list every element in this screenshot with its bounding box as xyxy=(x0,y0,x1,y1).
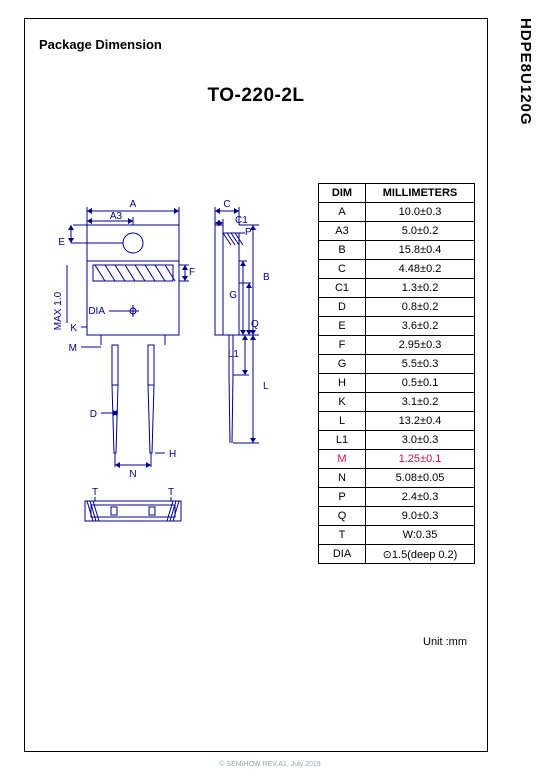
val-cell: 3.0±0.3 xyxy=(366,431,475,450)
svg-text:MAX 1.0: MAX 1.0 xyxy=(53,291,64,330)
svg-text:M: M xyxy=(69,343,77,354)
svg-text:DIA: DIA xyxy=(88,306,105,317)
dim-cell: A xyxy=(319,203,366,222)
table-row: N5.08±0.05 xyxy=(319,469,475,488)
page-frame: Package Dimension TO-220-2L DIAKMAA3EFMA… xyxy=(24,18,488,752)
svg-text:D: D xyxy=(90,409,97,420)
dim-cell: L1 xyxy=(319,431,366,450)
svg-text:H: H xyxy=(169,449,176,460)
table-row: D0.8±0.2 xyxy=(319,298,475,317)
table-row: G5.5±0.3 xyxy=(319,355,475,374)
svg-text:F: F xyxy=(189,267,195,278)
dim-cell: H xyxy=(319,374,366,393)
table-row: C11.3±0.2 xyxy=(319,279,475,298)
dim-cell: L xyxy=(319,412,366,431)
header-val: MILLIMETERS xyxy=(366,184,475,203)
package-diagram: DIAKMAA3EFMAX 1.0DNHCC1PBGQLL1TT xyxy=(39,189,321,569)
svg-text:A3: A3 xyxy=(110,211,123,222)
header-dim: DIM xyxy=(319,184,366,203)
svg-text:T: T xyxy=(92,487,98,498)
package-title: TO-220-2L xyxy=(25,85,487,107)
dim-cell: A3 xyxy=(319,222,366,241)
table-row: B15.8±0.4 xyxy=(319,241,475,260)
dimension-table: DIM MILLIMETERS A10.0±0.3A35.0±0.2B15.8±… xyxy=(318,183,475,564)
val-cell: 0.8±0.2 xyxy=(366,298,475,317)
val-cell: 5.0±0.2 xyxy=(366,222,475,241)
dim-cell: F xyxy=(319,336,366,355)
unit-label: Unit :mm xyxy=(423,636,467,648)
val-cell: 10.0±0.3 xyxy=(366,203,475,222)
svg-text:N: N xyxy=(129,469,136,480)
val-cell: 13.2±0.4 xyxy=(366,412,475,431)
val-cell: 1.3±0.2 xyxy=(366,279,475,298)
footer-text: © SEMIHOW REV.A1, July 2019 xyxy=(0,761,540,768)
val-cell: 5.5±0.3 xyxy=(366,355,475,374)
svg-text:T: T xyxy=(168,487,174,498)
table-row: F2.95±0.3 xyxy=(319,336,475,355)
table-row: L13.0±0.3 xyxy=(319,431,475,450)
val-cell: 2.4±0.3 xyxy=(366,488,475,507)
dim-cell: T xyxy=(319,526,366,545)
table-row: M1.25±0.1 xyxy=(319,450,475,469)
table-row: Q9.0±0.3 xyxy=(319,507,475,526)
dim-cell: K xyxy=(319,393,366,412)
dim-cell: G xyxy=(319,355,366,374)
val-cell: 3.1±0.2 xyxy=(366,393,475,412)
val-cell: ⊙1.5(deep 0.2) xyxy=(366,545,475,564)
dim-cell: B xyxy=(319,241,366,260)
dim-cell: C1 xyxy=(319,279,366,298)
val-cell: 15.8±0.4 xyxy=(366,241,475,260)
svg-text:L: L xyxy=(263,381,269,392)
dim-cell: M xyxy=(319,450,366,469)
table-row: DIA⊙1.5(deep 0.2) xyxy=(319,545,475,564)
svg-text:C1: C1 xyxy=(235,215,248,226)
val-cell: 5.08±0.05 xyxy=(366,469,475,488)
dim-cell: E xyxy=(319,317,366,336)
table-header-row: DIM MILLIMETERS xyxy=(319,184,475,203)
val-cell: 3.6±0.2 xyxy=(366,317,475,336)
val-cell: W:0.35 xyxy=(366,526,475,545)
svg-text:L1: L1 xyxy=(228,349,240,360)
table-row: H0.5±0.1 xyxy=(319,374,475,393)
val-cell: 9.0±0.3 xyxy=(366,507,475,526)
svg-text:Q: Q xyxy=(251,319,259,330)
table-row: TW:0.35 xyxy=(319,526,475,545)
svg-text:A: A xyxy=(130,199,137,210)
table-row: P2.4±0.3 xyxy=(319,488,475,507)
svg-text:G: G xyxy=(229,290,237,301)
dim-cell: D xyxy=(319,298,366,317)
table-row: L13.2±0.4 xyxy=(319,412,475,431)
svg-text:K: K xyxy=(70,323,77,334)
part-number: HDPE8U120G xyxy=(517,18,534,126)
dim-cell: DIA xyxy=(319,545,366,564)
val-cell: 1.25±0.1 xyxy=(366,450,475,469)
table-row: A35.0±0.2 xyxy=(319,222,475,241)
val-cell: 4.48±0.2 xyxy=(366,260,475,279)
dim-cell: C xyxy=(319,260,366,279)
table-row: K3.1±0.2 xyxy=(319,393,475,412)
dim-cell: N xyxy=(319,469,366,488)
table-row: E3.6±0.2 xyxy=(319,317,475,336)
table-row: C4.48±0.2 xyxy=(319,260,475,279)
val-cell: 0.5±0.1 xyxy=(366,374,475,393)
svg-text:B: B xyxy=(263,272,270,283)
table-row: A10.0±0.3 xyxy=(319,203,475,222)
val-cell: 2.95±0.3 xyxy=(366,336,475,355)
section-title: Package Dimension xyxy=(39,37,162,52)
dim-cell: P xyxy=(319,488,366,507)
diagram-svg: DIAKMAA3EFMAX 1.0DNHCC1PBGQLL1TT xyxy=(39,189,321,569)
dim-cell: Q xyxy=(319,507,366,526)
svg-text:C: C xyxy=(223,199,230,210)
svg-text:E: E xyxy=(58,237,65,248)
